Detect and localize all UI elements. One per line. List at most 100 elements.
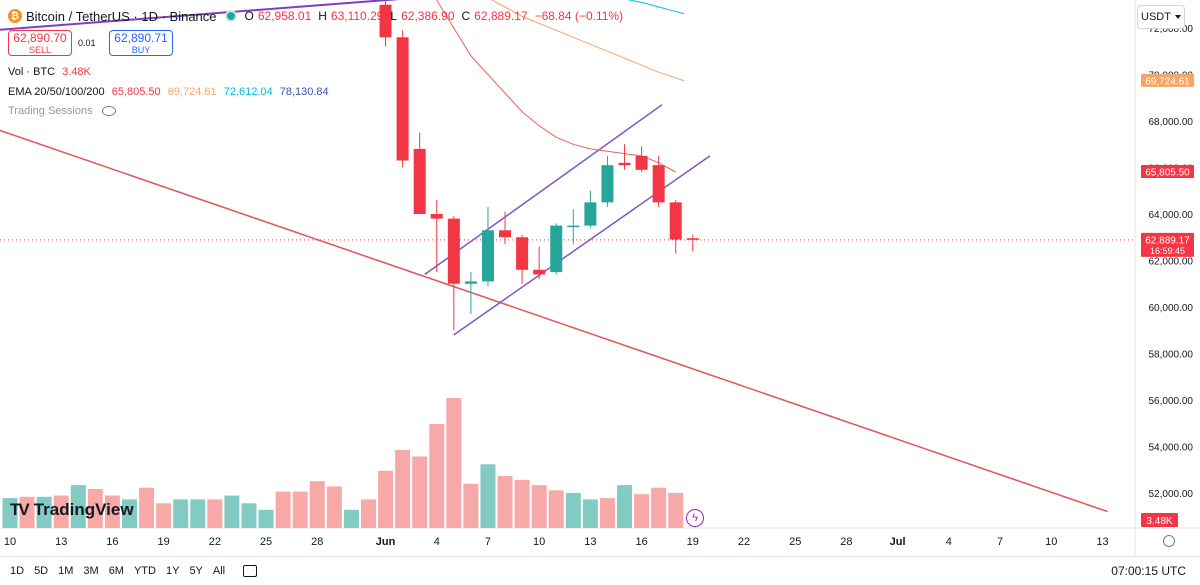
trendline-purple: [0, 0, 400, 31]
y-tick-label-1: 54,000.00: [1149, 443, 1194, 454]
x-tick-label-0: 10: [4, 536, 16, 548]
ohlc-low-key: L: [390, 9, 398, 23]
x-tick-label-21: 13: [1096, 536, 1108, 548]
ema100-value: 72,612.04: [223, 86, 273, 98]
candle-body-10: [550, 225, 563, 273]
period-1y[interactable]: 1Y: [165, 565, 180, 577]
gear-icon[interactable]: [1163, 535, 1175, 547]
buy-button[interactable]: 62,890.71 BUY: [109, 30, 173, 56]
period-5d[interactable]: 5D: [34, 565, 49, 577]
volume-bar-15: [258, 509, 274, 528]
period-6m[interactable]: 6M: [108, 565, 124, 577]
x-tick-label-14: 22: [738, 536, 750, 548]
volume-legend[interactable]: Vol · BTC 3.48K: [8, 66, 91, 78]
period-1d[interactable]: 1D: [10, 565, 25, 577]
ema-legend[interactable]: EMA 20/50/100/200 65,805.50 69,724.61 72…: [8, 86, 329, 98]
chevron-down-icon: [1174, 15, 1181, 19]
x-tick-label-7: Jun: [376, 536, 396, 548]
ohlc-high-key: H: [318, 9, 327, 23]
y-tick-label-4: 60,000.00: [1149, 303, 1194, 314]
volume-bar-6: [104, 495, 120, 528]
volume-bar-5: [87, 489, 103, 528]
x-tick-label-3: 19: [158, 536, 170, 548]
sessions-label: Trading Sessions: [8, 105, 93, 117]
spread-value: 0.01: [78, 38, 96, 48]
period-1m[interactable]: 1M: [58, 565, 74, 577]
volume-bar-29: [497, 476, 513, 528]
volume-bar-36: [617, 485, 633, 528]
ohlc-open: 62,958.01: [257, 9, 312, 23]
ema50-line: [490, 0, 685, 82]
volume-bar-23: [395, 450, 411, 528]
eye-hidden-icon[interactable]: [101, 106, 116, 117]
x-tick-label-11: 13: [584, 536, 596, 548]
ohlc-high: 63,110.29: [330, 9, 384, 23]
volume-bar-22: [378, 470, 394, 528]
volume-bar-31: [531, 485, 547, 528]
ema100-line: [627, 0, 685, 15]
period-3m[interactable]: 3M: [83, 565, 99, 577]
volume-bar-2: [36, 496, 52, 528]
candle-body-2: [413, 148, 426, 214]
volume-bar-17: [292, 491, 308, 528]
bottom-toolbar: 1D 5D 1M 3M 6M YTD 1Y 5Y All 07:00:15 UT…: [0, 556, 1200, 585]
volume-bar-28: [480, 464, 496, 528]
symbol-header: ₿ Bitcoin / TetherUS · 1D · Binance O 62,…: [8, 6, 626, 26]
candle-body-0: [379, 4, 392, 38]
currency-label: USDT: [1141, 11, 1171, 23]
x-tick-label-15: 25: [789, 536, 801, 548]
candle-body-9: [533, 269, 546, 275]
candle-body-5: [464, 281, 477, 284]
volume-bar-35: [599, 498, 615, 528]
x-tick-label-17: Jul: [890, 536, 906, 548]
x-tick-label-6: 28: [311, 536, 323, 548]
ohlc-open-key: O: [244, 9, 254, 23]
volume-bar-24: [412, 456, 428, 528]
utc-clock[interactable]: 07:00:15 UTC: [1111, 564, 1186, 578]
y-tick-label-8: 68,000.00: [1149, 117, 1194, 128]
calendar-icon[interactable]: [243, 565, 258, 577]
period-all[interactable]: All: [212, 565, 226, 577]
volume-bar-21: [360, 499, 376, 528]
volume-bar-0: [2, 498, 18, 528]
volume-tag-bg: [1141, 513, 1178, 527]
x-tick-label-5: 25: [260, 536, 272, 548]
sell-label: SELL: [28, 45, 52, 55]
volume-bar-3: [53, 495, 69, 528]
ema50-value: 69,724.61: [167, 86, 217, 98]
channel-upper-line: [424, 104, 663, 276]
candle-body-11: [567, 225, 580, 228]
volume-bar-18: [309, 481, 325, 528]
y-tick-label-3: 58,000.00: [1149, 350, 1194, 361]
volume-bar-1: [19, 496, 35, 528]
x-tick-label-2: 16: [106, 536, 118, 548]
sessions-legend[interactable]: Trading Sessions: [8, 105, 116, 117]
candle-body-8: [516, 237, 529, 270]
volume-bar-4: [70, 485, 86, 528]
currency-select[interactable]: USDT: [1137, 5, 1185, 29]
volume-bar-11: [190, 499, 206, 528]
price-tag-countdown: 16:59:45: [1150, 246, 1185, 256]
volume-bar-20: [343, 509, 359, 528]
ohlc-low: 62,386.90: [401, 9, 455, 23]
period-ytd[interactable]: YTD: [133, 565, 156, 577]
volume-bar-10: [173, 499, 189, 528]
trendline-red: [0, 129, 1108, 513]
candle-body-1: [396, 37, 409, 161]
volume-bar-32: [548, 490, 564, 528]
sell-button[interactable]: 62,890.70 SELL: [8, 30, 72, 56]
candle-body-12: [584, 202, 597, 226]
price-tag-2: 62,889.17: [1145, 235, 1190, 246]
volume-bar-9: [156, 503, 172, 528]
sell-price: 62,890.70: [13, 31, 67, 45]
lightning-icon[interactable]: ϟ: [686, 509, 704, 527]
plot-area: [0, 0, 1135, 513]
price-tag-bg-1: [1141, 165, 1194, 179]
x-tick-label-13: 19: [687, 536, 699, 548]
y-tick-label-6: 64,000.00: [1149, 210, 1194, 221]
symbol-title[interactable]: Bitcoin / TetherUS · 1D · Binance: [26, 8, 217, 24]
period-5y[interactable]: 5Y: [189, 565, 203, 577]
candle-body-16: [652, 165, 665, 203]
volume-bar-39: [668, 492, 684, 528]
